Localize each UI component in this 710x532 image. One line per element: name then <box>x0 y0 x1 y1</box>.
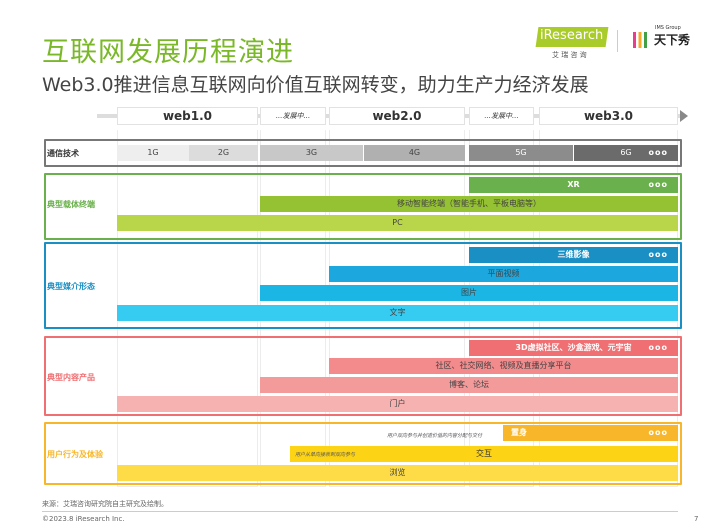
media-label: 典型媒介形态 <box>47 282 95 291</box>
bar-3d-image-label: 三维影像 <box>557 250 590 259</box>
comm-frame <box>44 139 682 167</box>
col-dev2: ...发展中... <box>469 107 534 125</box>
footer-divider <box>42 511 678 512</box>
partner-group: IMS Group <box>655 25 681 31</box>
media-frame <box>44 242 682 329</box>
bar-browse: 浏览 <box>117 465 678 481</box>
bar-4g: 4G <box>364 145 465 161</box>
bar-social: 社区、社交网络、视频及直播分享平台 <box>329 358 678 374</box>
bar-1g: 1G <box>117 145 189 161</box>
logo-divider <box>617 30 618 52</box>
content-frame <box>44 336 682 416</box>
bar-immersion: 置身 ooo <box>503 425 678 441</box>
copyright: ©2023.8 iResearch Inc. <box>42 515 125 523</box>
bar-pc: PC <box>117 215 678 231</box>
bar-metaverse-label: 3D虚拟社区、沙盒游戏、元宇宙 <box>515 343 632 352</box>
bar-portal: 门户 <box>117 396 678 412</box>
page-title: 互联网发展历程演进 <box>42 37 294 68</box>
bar-6g: 6G ooo <box>574 145 678 161</box>
bar-3d-image: 三维影像 ooo <box>469 247 678 263</box>
bar-text: 文字 <box>117 305 678 321</box>
terminal-frame <box>44 173 682 240</box>
iresearch-logo-cn: 艾 瑞 咨 询 <box>552 51 587 59</box>
bar-metaverse: 3D虚拟社区、沙盒游戏、元宇宙 ooo <box>469 340 678 356</box>
bar-mobile: 移动智能终端（智能手机、平板电脑等） <box>260 196 678 212</box>
bar-xr-label: XR <box>567 180 580 189</box>
note-immersion: 用户双向参与并创造价值的内容分配与交付 <box>387 433 483 439</box>
bar-blog: 博客、论坛 <box>260 377 678 393</box>
bar-image: 图片 <box>260 285 678 301</box>
partner-logo-icon <box>633 32 647 48</box>
bar-3g: 3G <box>260 145 363 161</box>
iresearch-logo-text: iResearch <box>540 28 604 43</box>
col-web3: web3.0 <box>539 107 678 125</box>
bar-6g-label: 6G <box>620 148 632 157</box>
bar-immersion-label: 置身 <box>511 428 527 437</box>
more-icon: ooo <box>648 428 668 437</box>
more-icon: ooo <box>648 250 668 259</box>
more-icon: ooo <box>648 180 668 189</box>
more-icon: ooo <box>648 148 668 157</box>
more-icon: ooo <box>648 343 668 352</box>
source-note: 来源：艾瑞咨询研究院自主研究及绘制。 <box>42 500 168 508</box>
bar-xr: XR ooo <box>469 177 678 193</box>
bar-video: 平面视频 <box>329 266 678 282</box>
page-subtitle: Web3.0推进信息互联网向价值互联网转变，助力生产力经济发展 <box>42 74 589 96</box>
comm-label: 通信技术 <box>47 149 79 158</box>
partner-logo-text: 天下秀 <box>654 33 691 47</box>
col-dev1: ...发展中... <box>260 107 326 125</box>
page-number: 7 <box>694 515 699 523</box>
user-label: 用户行为及体验 <box>47 450 103 459</box>
bar-interaction-label: 交互 <box>476 449 492 458</box>
bar-interaction: 用户从单向接收到双向参与 交互 <box>290 446 678 462</box>
content-label: 典型内容产品 <box>47 373 95 382</box>
col-web1: web1.0 <box>117 107 258 125</box>
col-web2: web2.0 <box>329 107 465 125</box>
bar-5g: 5G <box>469 145 573 161</box>
terminal-label: 典型载体终端 <box>47 200 95 209</box>
user-frame <box>44 422 682 485</box>
bar-2g: 2G <box>189 145 258 161</box>
arrow-head-icon <box>680 110 688 122</box>
note-interaction: 用户从单向接收到双向参与 <box>295 452 356 458</box>
